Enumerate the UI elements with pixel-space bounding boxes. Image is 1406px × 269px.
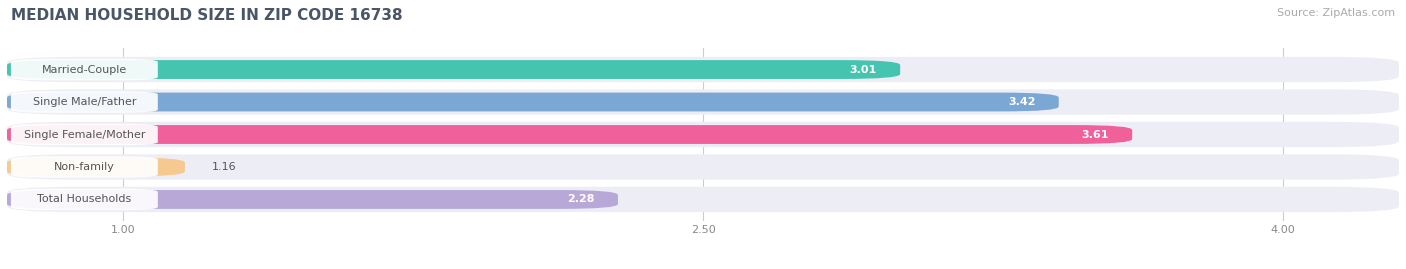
FancyBboxPatch shape: [7, 122, 1399, 147]
FancyBboxPatch shape: [7, 57, 1399, 82]
Text: Total Households: Total Households: [37, 194, 132, 204]
FancyBboxPatch shape: [11, 59, 157, 80]
FancyBboxPatch shape: [11, 124, 157, 145]
FancyBboxPatch shape: [7, 187, 1399, 212]
Text: Single Female/Mother: Single Female/Mother: [24, 129, 145, 140]
Text: 1.16: 1.16: [212, 162, 236, 172]
Text: Non-family: Non-family: [53, 162, 115, 172]
Text: Married-Couple: Married-Couple: [42, 65, 127, 75]
Text: 3.42: 3.42: [1008, 97, 1035, 107]
FancyBboxPatch shape: [7, 125, 1132, 144]
FancyBboxPatch shape: [11, 189, 157, 210]
FancyBboxPatch shape: [7, 190, 617, 209]
Text: Source: ZipAtlas.com: Source: ZipAtlas.com: [1277, 8, 1395, 18]
Text: 3.61: 3.61: [1081, 129, 1109, 140]
Text: Single Male/Father: Single Male/Father: [32, 97, 136, 107]
Text: 2.28: 2.28: [567, 194, 595, 204]
FancyBboxPatch shape: [7, 158, 184, 176]
FancyBboxPatch shape: [7, 60, 900, 79]
FancyBboxPatch shape: [7, 93, 1059, 111]
Text: MEDIAN HOUSEHOLD SIZE IN ZIP CODE 16738: MEDIAN HOUSEHOLD SIZE IN ZIP CODE 16738: [11, 8, 404, 23]
FancyBboxPatch shape: [11, 91, 157, 113]
FancyBboxPatch shape: [11, 156, 157, 178]
Text: 3.01: 3.01: [849, 65, 877, 75]
FancyBboxPatch shape: [7, 89, 1399, 115]
FancyBboxPatch shape: [7, 154, 1399, 180]
